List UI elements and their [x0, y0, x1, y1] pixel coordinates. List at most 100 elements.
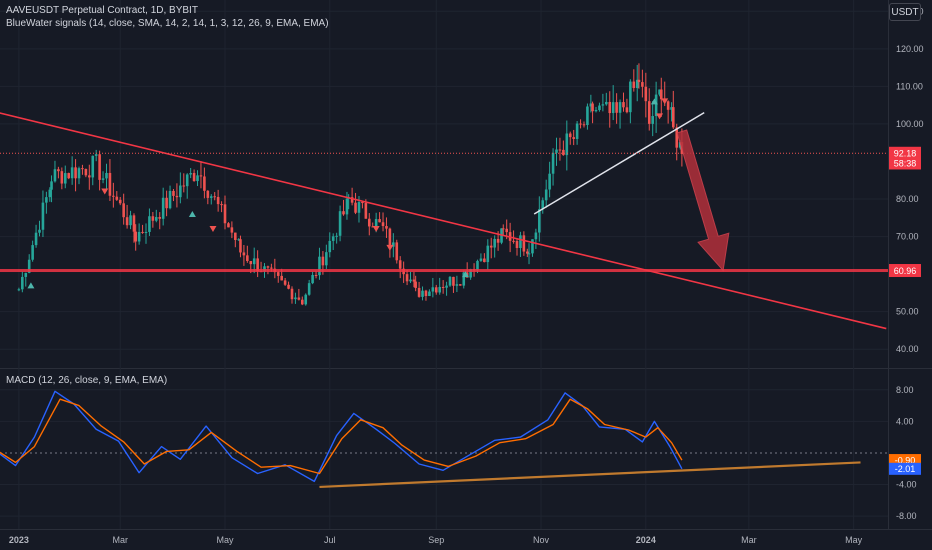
candle-body [290, 288, 294, 300]
candle-body [266, 266, 270, 268]
candle-body [158, 217, 162, 219]
candle-body [647, 101, 651, 124]
candle-body [354, 202, 357, 213]
candle-body [331, 236, 335, 241]
candle [328, 232, 332, 258]
candle [41, 190, 45, 238]
candle [438, 277, 442, 295]
candle [179, 172, 182, 204]
candle-body [318, 256, 321, 276]
candle-body [512, 240, 515, 242]
sell-signal-icon [661, 98, 669, 105]
candle-body [70, 167, 74, 179]
candle-body [534, 232, 538, 240]
candle-body [654, 94, 658, 117]
candle [345, 191, 349, 220]
candle-body [431, 287, 435, 292]
candle [239, 235, 242, 258]
candle [227, 222, 230, 228]
sell-signal-icon [101, 188, 109, 195]
candle [641, 69, 644, 98]
candle-body [414, 281, 417, 288]
candle [216, 189, 220, 212]
candle-body [165, 197, 168, 209]
candle-body [367, 218, 371, 227]
candle-body [608, 101, 612, 114]
candle-body [527, 253, 531, 255]
candle [196, 170, 199, 187]
candle-body [234, 232, 237, 240]
candle-body [196, 175, 199, 182]
candle [434, 284, 438, 295]
candle-body [227, 223, 230, 228]
sell-signal-icon [656, 113, 664, 120]
projection-arrow [676, 129, 730, 272]
candle-body [17, 289, 21, 291]
candle-body [122, 203, 125, 218]
buy-signal-icon [188, 211, 196, 218]
candle [618, 99, 622, 129]
candle [246, 245, 249, 263]
candle-body [629, 81, 632, 113]
macd-axis-tag: -2.01 [889, 462, 921, 475]
candle [206, 190, 210, 205]
candle-body [132, 215, 136, 232]
candle-body [84, 168, 88, 176]
candle-body [189, 173, 192, 175]
candle [635, 64, 639, 102]
candle [294, 292, 297, 304]
candle-body [625, 107, 629, 113]
candle-body [428, 291, 431, 297]
candle [483, 253, 486, 263]
currency-button[interactable]: USDT [889, 3, 921, 21]
candle-body [644, 86, 648, 102]
candle-body [591, 103, 594, 112]
candle-body [307, 283, 311, 295]
candle [455, 275, 459, 293]
candle [412, 271, 416, 288]
candle-body [112, 195, 115, 197]
candle-body [57, 169, 60, 172]
candle-body [34, 232, 38, 246]
candle-body [658, 89, 661, 95]
candle [155, 209, 158, 223]
candle-body [118, 199, 122, 204]
candle-body [182, 185, 186, 187]
candle [172, 188, 175, 202]
candle-body [148, 216, 151, 232]
candle [659, 77, 663, 117]
candle [67, 172, 71, 180]
candle [34, 224, 38, 248]
candle-body [381, 222, 385, 227]
candle-body [409, 279, 412, 282]
symbol-title: AAVEUSDT Perpetual Contract, 1D, BYBIT [6, 5, 198, 16]
candle [132, 213, 136, 243]
candle-body [589, 103, 593, 107]
candle [462, 270, 466, 289]
candle-body [405, 274, 409, 282]
price-tag-text: 60.96 [894, 266, 917, 276]
candle [670, 102, 673, 122]
candle [486, 239, 490, 270]
candle [575, 121, 579, 145]
candle [74, 159, 77, 192]
time-axis-label: 2023 [9, 535, 29, 545]
candle-body [476, 260, 479, 271]
candle [544, 179, 548, 208]
price-axis-tag: 60.96 [889, 264, 921, 278]
candle-body [671, 107, 675, 128]
candle-body [526, 251, 529, 254]
candle [256, 250, 259, 278]
candle-body [314, 275, 318, 277]
candle-body [378, 219, 381, 223]
candle-body [311, 275, 314, 284]
candle-body [249, 261, 253, 265]
candle-body [220, 204, 223, 206]
candle-body [45, 197, 48, 203]
candle-body [237, 239, 241, 241]
candle-body [479, 258, 483, 261]
candle [237, 238, 241, 242]
candle-body [412, 279, 416, 282]
